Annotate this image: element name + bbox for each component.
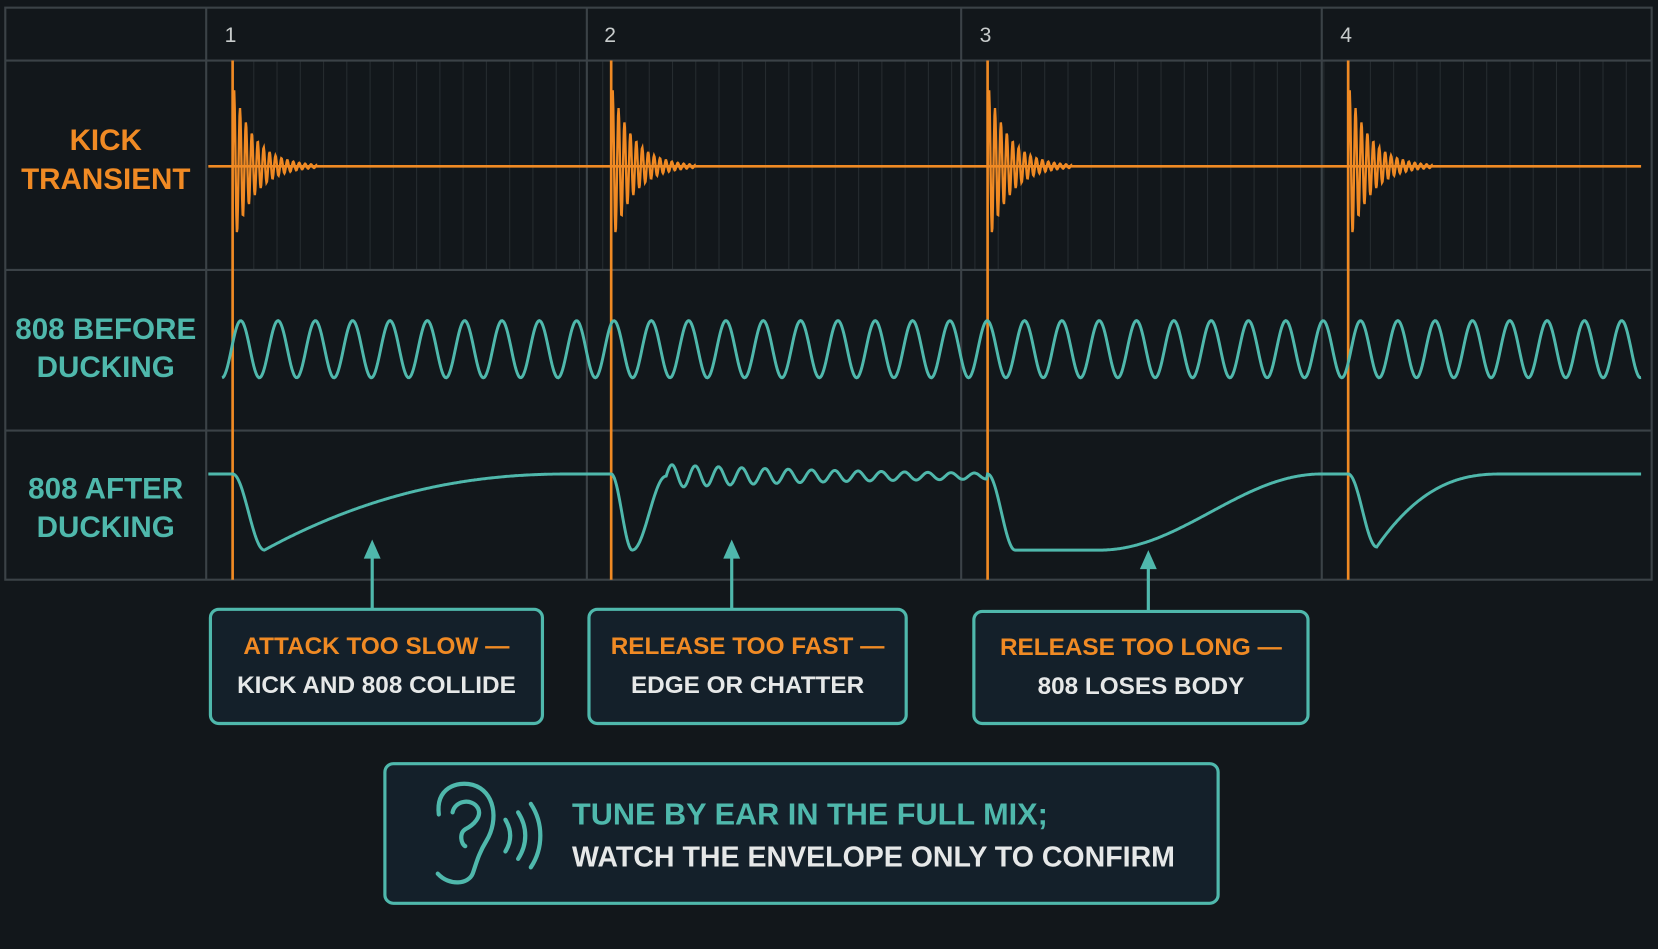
grid-frame [4, 6, 1653, 581]
footer-line: TUNE BY EAR IN THE FULL MIX; [572, 798, 1048, 832]
callout-box [972, 609, 1310, 726]
row-label: TRANSIENT [21, 163, 190, 196]
bar-number: 3 [980, 24, 992, 47]
arrow-head [723, 539, 741, 559]
arrow-head [363, 539, 381, 559]
callout-title: RELEASE TOO LONG — [1000, 634, 1283, 661]
bar-number: 1 [225, 24, 237, 47]
ear-icon [435, 781, 543, 885]
callout-title: ATTACK TOO SLOW — [243, 633, 510, 660]
arrow-head [1139, 550, 1157, 570]
waveforms [208, 60, 1642, 580]
kick-transient [986, 90, 1073, 233]
row-label: 808 BEFORE [15, 313, 196, 346]
row-label: DUCKING [37, 351, 175, 384]
bass-before [221, 319, 1642, 380]
grid [4, 6, 1653, 581]
bass-after [208, 463, 1642, 552]
row-label: 808 AFTER [28, 473, 183, 506]
callout-box [208, 607, 545, 726]
bar-number: 2 [604, 24, 616, 47]
kick-transient [1347, 90, 1434, 233]
row-label: DUCKING [37, 511, 175, 544]
callout-text: 808 LOSES BODY [1038, 673, 1245, 700]
callouts: ATTACK TOO SLOW — KICK AND 808 COLLIDE R… [208, 539, 1310, 726]
kick-transient [231, 90, 318, 233]
row-label: KICK [70, 124, 143, 157]
bar-number: 4 [1340, 24, 1352, 47]
callout-box [587, 607, 908, 726]
callout-title: RELEASE TOO FAST — [611, 633, 885, 660]
footer-box [383, 762, 1220, 905]
callout-text: KICK AND 808 COLLIDE [237, 672, 516, 699]
kick-transient [610, 90, 697, 233]
footer-line: WATCH THE ENVELOPE ONLY TO CONFIRM [572, 841, 1175, 873]
footer: TUNE BY EAR IN THE FULL MIX; WATCH THE E… [383, 762, 1220, 905]
callout-text: EDGE OR CHATTER [631, 672, 865, 699]
